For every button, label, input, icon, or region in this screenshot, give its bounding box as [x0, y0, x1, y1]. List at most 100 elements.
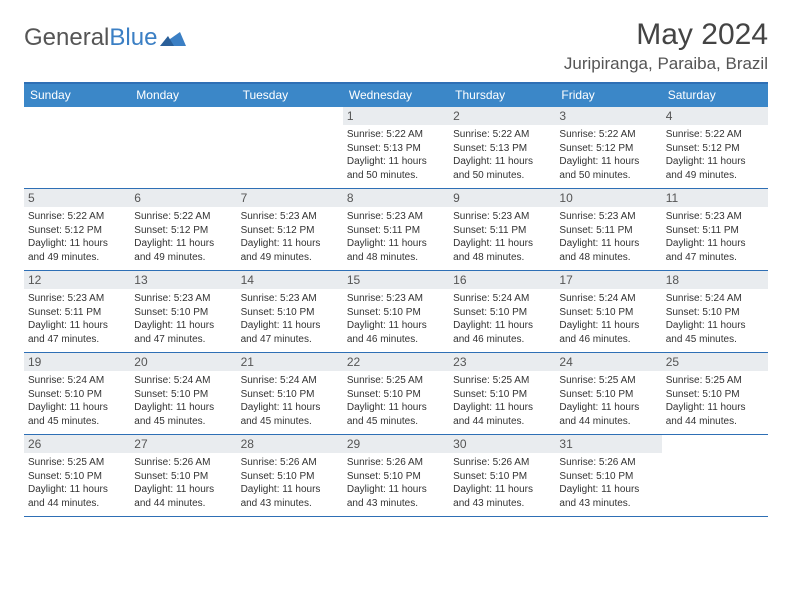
day-info: Sunrise: 5:24 AMSunset: 5:10 PMDaylight:…: [134, 374, 232, 428]
day-number: 7: [237, 189, 343, 207]
daylight-text: Daylight: 11 hours and 43 minutes.: [453, 483, 551, 510]
sunrise-text: Sunrise: 5:22 AM: [559, 128, 657, 142]
sunset-text: Sunset: 5:10 PM: [666, 306, 764, 320]
week-row: 12Sunrise: 5:23 AMSunset: 5:11 PMDayligh…: [24, 271, 768, 353]
day-header-row: SundayMondayTuesdayWednesdayThursdayFrid…: [24, 84, 768, 107]
week-row: 26Sunrise: 5:25 AMSunset: 5:10 PMDayligh…: [24, 435, 768, 517]
day-cell: [237, 107, 343, 188]
day-number: [130, 107, 236, 111]
sunrise-text: Sunrise: 5:22 AM: [347, 128, 445, 142]
logo-text-1: General: [24, 24, 109, 52]
day-info: Sunrise: 5:26 AMSunset: 5:10 PMDaylight:…: [559, 456, 657, 510]
day-cell: 16Sunrise: 5:24 AMSunset: 5:10 PMDayligh…: [449, 271, 555, 352]
daylight-text: Daylight: 11 hours and 49 minutes.: [241, 237, 339, 264]
day-cell: 23Sunrise: 5:25 AMSunset: 5:10 PMDayligh…: [449, 353, 555, 434]
day-cell: 1Sunrise: 5:22 AMSunset: 5:13 PMDaylight…: [343, 107, 449, 188]
sunset-text: Sunset: 5:10 PM: [559, 306, 657, 320]
day-cell: 10Sunrise: 5:23 AMSunset: 5:11 PMDayligh…: [555, 189, 661, 270]
sunrise-text: Sunrise: 5:23 AM: [134, 292, 232, 306]
sunrise-text: Sunrise: 5:25 AM: [28, 456, 126, 470]
day-number: 28: [237, 435, 343, 453]
daylight-text: Daylight: 11 hours and 44 minutes.: [559, 401, 657, 428]
day-number: 14: [237, 271, 343, 289]
daylight-text: Daylight: 11 hours and 50 minutes.: [559, 155, 657, 182]
sunset-text: Sunset: 5:10 PM: [241, 388, 339, 402]
day-header-cell: Tuesday: [237, 84, 343, 107]
day-cell: 22 Sunrise: 5:25 AMSunset: 5:10 PMDayligh…: [343, 353, 449, 434]
day-info: Sunrise: 5:26 AMSunset: 5:10 PMDaylight:…: [347, 456, 445, 510]
day-number: 5: [24, 189, 130, 207]
sunset-text: Sunset: 5:10 PM: [453, 388, 551, 402]
day-cell: 9Sunrise: 5:23 AMSunset: 5:11 PMDaylight…: [449, 189, 555, 270]
daylight-text: Daylight: 11 hours and 47 minutes.: [28, 319, 126, 346]
day-number: 22: [343, 353, 449, 371]
sunset-text: Sunset: 5:11 PM: [347, 224, 445, 238]
logo-icon: [160, 28, 186, 48]
day-info: Sunrise: 5:24 AMSunset: 5:10 PMDaylight:…: [241, 374, 339, 428]
sunset-text: Sunset: 5:10 PM: [241, 470, 339, 484]
day-cell: 26Sunrise: 5:25 AMSunset: 5:10 PMDayligh…: [24, 435, 130, 516]
day-info: Sunrise: 5:26 AMSunset: 5:10 PMDaylight:…: [453, 456, 551, 510]
sunset-text: Sunset: 5:11 PM: [559, 224, 657, 238]
sunset-text: Sunset: 5:10 PM: [134, 306, 232, 320]
day-cell: [130, 107, 236, 188]
sunrise-text: Sunrise: 5:22 AM: [666, 128, 764, 142]
week-row: 5Sunrise: 5:22 AMSunset: 5:12 PMDaylight…: [24, 189, 768, 271]
day-cell: [662, 435, 768, 516]
day-number: 20: [130, 353, 236, 371]
header: GeneralBlue May 2024 Juripiranga, Paraib…: [24, 18, 768, 74]
daylight-text: Daylight: 11 hours and 45 minutes.: [666, 319, 764, 346]
daylight-text: Daylight: 11 hours and 43 minutes.: [559, 483, 657, 510]
sunrise-text: Sunrise: 5:24 AM: [453, 292, 551, 306]
sunrise-text: Sunrise: 5:23 AM: [559, 210, 657, 224]
day-header-cell: Sunday: [24, 84, 130, 107]
sunset-text: Sunset: 5:10 PM: [347, 388, 445, 402]
day-info: Sunrise: 5:22 AMSunset: 5:12 PMDaylight:…: [134, 210, 232, 264]
day-info: Sunrise: 5:23 AMSunset: 5:12 PMDaylight:…: [241, 210, 339, 264]
day-number: 30: [449, 435, 555, 453]
day-number: 4: [662, 107, 768, 125]
day-info: Sunrise: 5:25 AMSunset: 5:10 PMDaylight:…: [347, 374, 445, 428]
day-cell: 17Sunrise: 5:24 AMSunset: 5:10 PMDayligh…: [555, 271, 661, 352]
day-cell: 15Sunrise: 5:23 AMSunset: 5:10 PMDayligh…: [343, 271, 449, 352]
daylight-text: Daylight: 11 hours and 49 minutes.: [134, 237, 232, 264]
sunrise-text: Sunrise: 5:26 AM: [134, 456, 232, 470]
week-row: 1Sunrise: 5:22 AMSunset: 5:13 PMDaylight…: [24, 107, 768, 189]
day-cell: 29 Sunrise: 5:26 AMSunset: 5:10 PMDayligh…: [343, 435, 449, 516]
day-info: Sunrise: 5:22 AMSunset: 5:12 PMDaylight:…: [28, 210, 126, 264]
day-number: 27: [130, 435, 236, 453]
day-header-cell: Thursday: [449, 84, 555, 107]
sunset-text: Sunset: 5:10 PM: [347, 306, 445, 320]
daylight-text: Daylight: 11 hours and 45 minutes.: [134, 401, 232, 428]
sunset-text: Sunset: 5:10 PM: [453, 470, 551, 484]
day-cell: 18Sunrise: 5:24 AMSunset: 5:10 PMDayligh…: [662, 271, 768, 352]
daylight-text: Daylight: 11 hours and 48 minutes.: [559, 237, 657, 264]
sunrise-text: Sunrise: 5:26 AM: [559, 456, 657, 470]
weeks-container: 1Sunrise: 5:22 AMSunset: 5:13 PMDaylight…: [24, 107, 768, 517]
day-number: 21: [237, 353, 343, 371]
sunset-text: Sunset: 5:12 PM: [559, 142, 657, 156]
sunrise-text: Sunrise: 5:22 AM: [453, 128, 551, 142]
day-number: 29: [343, 435, 449, 453]
calendar: SundayMondayTuesdayWednesdayThursdayFrid…: [24, 82, 768, 517]
daylight-text: Daylight: 11 hours and 50 minutes.: [347, 155, 445, 182]
sunrise-text: Sunrise: 5:23 AM: [453, 210, 551, 224]
day-number: 19: [24, 353, 130, 371]
sunset-text: Sunset: 5:11 PM: [666, 224, 764, 238]
day-number: 9: [449, 189, 555, 207]
day-cell: 11Sunrise: 5:23 AMSunset: 5:11 PMDayligh…: [662, 189, 768, 270]
location: Juripiranga, Paraiba, Brazil: [564, 54, 768, 74]
sunrise-text: Sunrise: 5:22 AM: [134, 210, 232, 224]
day-info: Sunrise: 5:23 AMSunset: 5:11 PMDaylight:…: [666, 210, 764, 264]
day-number: 8: [343, 189, 449, 207]
day-info: Sunrise: 5:24 AMSunset: 5:10 PMDaylight:…: [453, 292, 551, 346]
day-cell: 30 Sunrise: 5:26 AMSunset: 5:10 PMDayligh…: [449, 435, 555, 516]
day-number: 26: [24, 435, 130, 453]
day-info: Sunrise: 5:22 AMSunset: 5:13 PMDaylight:…: [453, 128, 551, 182]
day-info: Sunrise: 5:23 AMSunset: 5:11 PMDaylight:…: [347, 210, 445, 264]
sunrise-text: Sunrise: 5:24 AM: [134, 374, 232, 388]
logo-text-2: Blue: [109, 24, 157, 52]
day-cell: 14Sunrise: 5:23 AMSunset: 5:10 PMDayligh…: [237, 271, 343, 352]
logo: GeneralBlue: [24, 18, 186, 52]
day-number: 31: [555, 435, 661, 453]
